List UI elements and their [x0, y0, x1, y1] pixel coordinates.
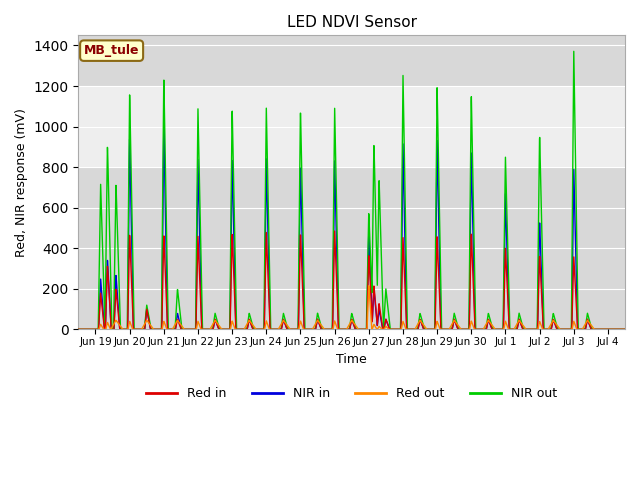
Y-axis label: Red, NIR response (mV): Red, NIR response (mV) [15, 108, 28, 257]
Legend: Red in, NIR in, Red out, NIR out: Red in, NIR in, Red out, NIR out [141, 383, 562, 406]
Title: LED NDVI Sensor: LED NDVI Sensor [287, 15, 417, 30]
X-axis label: Time: Time [337, 352, 367, 366]
Bar [79, 86, 625, 167]
Text: MB_tule: MB_tule [84, 44, 140, 57]
